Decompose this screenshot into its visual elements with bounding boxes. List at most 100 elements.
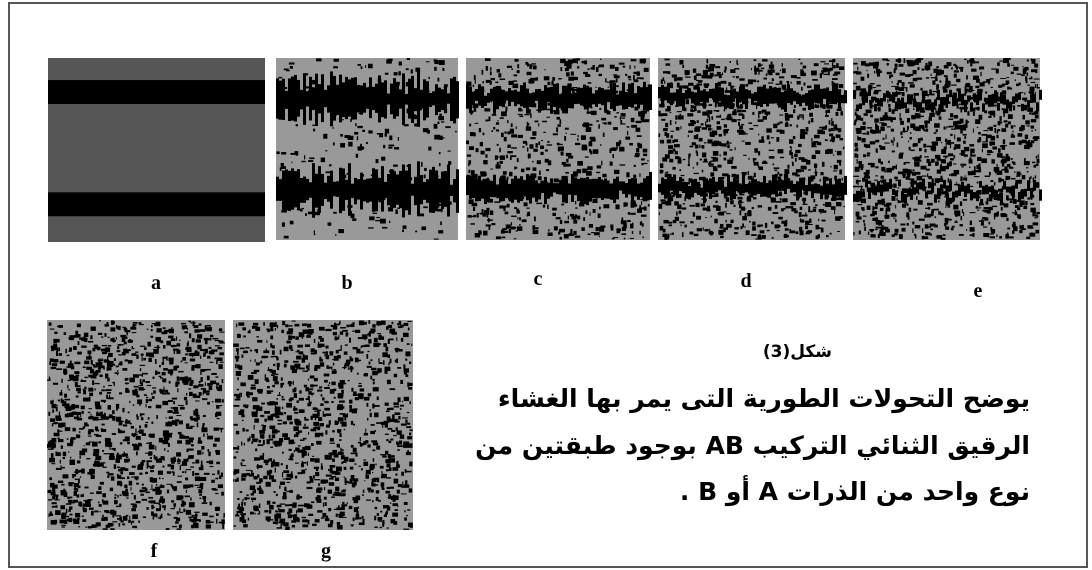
speckle bbox=[792, 162, 793, 163]
speckle bbox=[68, 380, 71, 381]
speckle bbox=[177, 511, 179, 514]
speckle bbox=[932, 80, 935, 84]
speckle bbox=[388, 362, 389, 365]
speckle bbox=[102, 345, 107, 346]
speckle bbox=[919, 219, 925, 221]
speckle bbox=[177, 476, 182, 477]
speckle bbox=[524, 114, 529, 115]
speckle bbox=[98, 360, 103, 361]
speckle bbox=[641, 201, 642, 205]
speckle bbox=[975, 170, 981, 172]
speckle bbox=[107, 439, 111, 443]
speckle bbox=[117, 467, 120, 468]
speckle bbox=[78, 501, 81, 506]
speckle bbox=[970, 212, 976, 213]
speckle bbox=[195, 400, 200, 401]
speckle bbox=[349, 405, 352, 409]
speckle bbox=[672, 75, 676, 76]
speckle bbox=[53, 438, 56, 442]
speckle bbox=[641, 116, 645, 120]
band-piece bbox=[390, 169, 393, 211]
speckle bbox=[936, 88, 938, 90]
speckle bbox=[1028, 92, 1031, 93]
speckle bbox=[755, 238, 758, 239]
speckle bbox=[675, 105, 678, 107]
speckle bbox=[479, 232, 481, 235]
speckle bbox=[1033, 177, 1035, 181]
speckle bbox=[111, 320, 114, 324]
speckle bbox=[758, 119, 764, 122]
speckle bbox=[916, 172, 921, 175]
speckle bbox=[670, 150, 676, 151]
speckle bbox=[379, 133, 383, 137]
band-piece bbox=[502, 179, 505, 201]
speckle bbox=[678, 115, 684, 119]
speckle bbox=[487, 178, 489, 180]
speckle bbox=[598, 191, 603, 196]
speckle bbox=[993, 198, 995, 199]
speckle bbox=[56, 405, 57, 406]
speckle bbox=[212, 488, 216, 490]
speckle bbox=[151, 511, 154, 515]
speckle bbox=[288, 514, 292, 518]
speckle bbox=[827, 107, 833, 109]
speckle bbox=[906, 204, 908, 206]
speckle bbox=[761, 68, 765, 69]
speckle bbox=[807, 230, 812, 233]
speckle bbox=[1035, 84, 1036, 88]
speckle bbox=[935, 195, 940, 199]
speckle bbox=[791, 157, 793, 159]
speckle bbox=[285, 87, 287, 89]
speckle bbox=[333, 127, 334, 129]
speckle bbox=[197, 417, 200, 420]
speckle bbox=[293, 108, 297, 110]
speckle bbox=[617, 229, 621, 232]
speckle bbox=[376, 446, 380, 450]
speckle bbox=[737, 188, 742, 192]
speckle bbox=[120, 442, 123, 444]
speckle bbox=[637, 77, 643, 79]
band-piece bbox=[303, 75, 306, 125]
speckle bbox=[188, 455, 193, 459]
speckle bbox=[485, 58, 490, 60]
speckle bbox=[968, 121, 969, 123]
speckle bbox=[134, 526, 137, 528]
speckle bbox=[1005, 124, 1008, 128]
speckle bbox=[946, 201, 952, 204]
band-piece bbox=[868, 89, 871, 95]
speckle bbox=[221, 429, 222, 433]
speckle bbox=[85, 527, 87, 528]
speckle bbox=[716, 97, 720, 99]
speckle bbox=[730, 69, 735, 73]
speckle bbox=[886, 207, 891, 211]
speckle bbox=[437, 78, 439, 82]
speckle bbox=[696, 150, 698, 153]
speckle bbox=[928, 95, 929, 97]
speckle bbox=[955, 65, 957, 67]
speckle bbox=[681, 94, 686, 98]
speckle bbox=[122, 491, 128, 495]
band-piece bbox=[742, 174, 745, 193]
speckle bbox=[717, 126, 722, 130]
speckle bbox=[1008, 114, 1013, 119]
speckle bbox=[777, 91, 780, 93]
speckle bbox=[285, 527, 289, 530]
speckle bbox=[102, 493, 106, 497]
speckle bbox=[57, 429, 59, 432]
speckle bbox=[582, 146, 588, 150]
speckle bbox=[170, 508, 174, 509]
speckle bbox=[180, 377, 185, 380]
speckle bbox=[908, 141, 909, 143]
speckle bbox=[172, 471, 174, 473]
speckle bbox=[805, 132, 808, 134]
speckle bbox=[126, 330, 127, 335]
band-piece bbox=[574, 177, 577, 195]
speckle bbox=[825, 125, 827, 128]
speckle bbox=[479, 128, 481, 132]
band-piece bbox=[312, 87, 315, 110]
speckle bbox=[323, 134, 327, 139]
speckle bbox=[212, 335, 213, 337]
speckle bbox=[707, 92, 709, 95]
speckle bbox=[664, 81, 665, 84]
band-piece bbox=[586, 86, 589, 108]
